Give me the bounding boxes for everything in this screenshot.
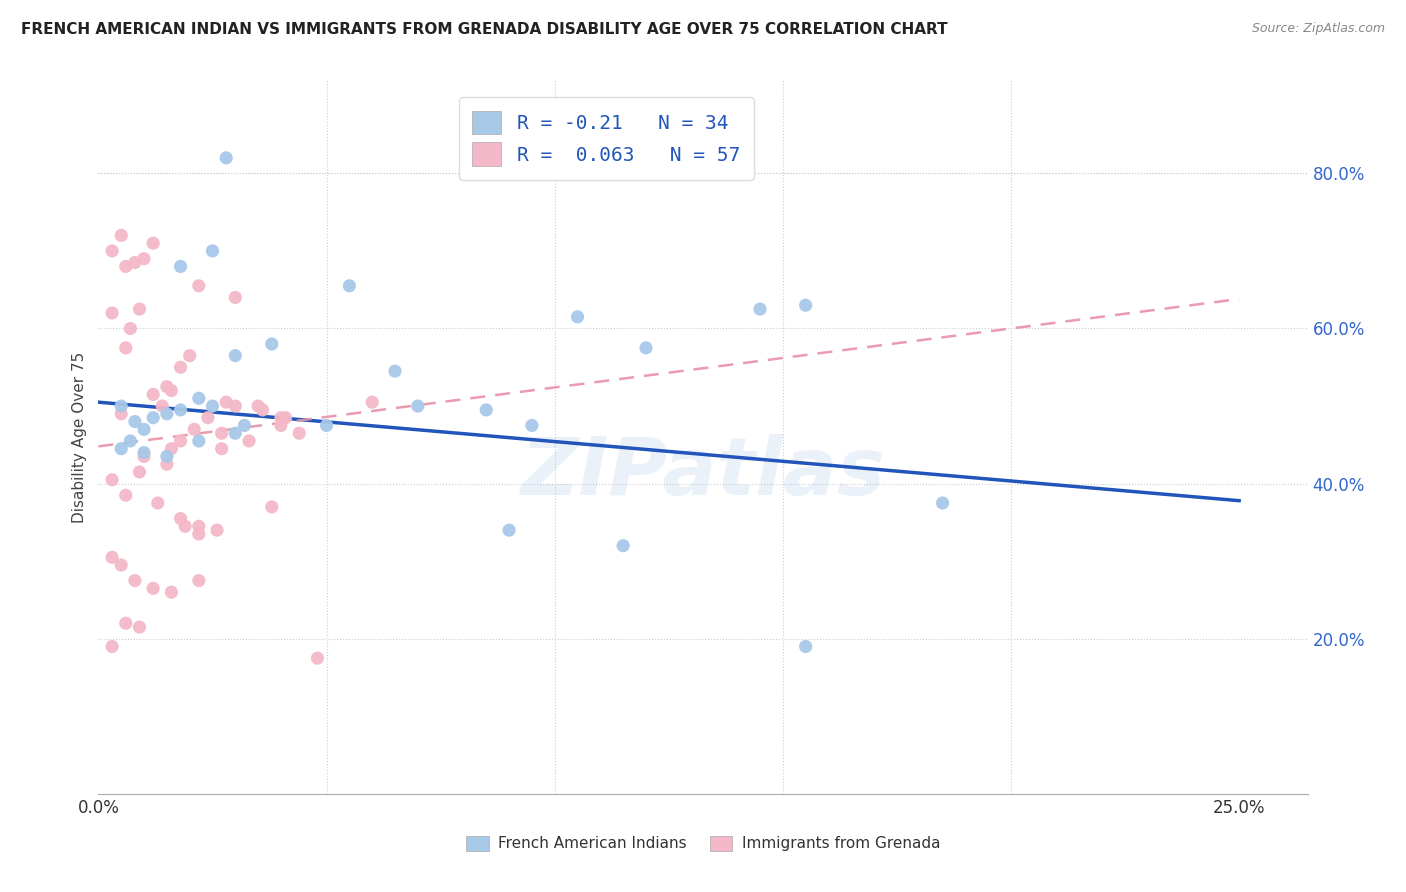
Point bbox=[247, 399, 270, 413]
Point bbox=[101, 473, 124, 487]
Point bbox=[169, 434, 191, 448]
Point bbox=[288, 426, 311, 441]
Point bbox=[260, 337, 283, 351]
Point bbox=[794, 298, 817, 312]
Point bbox=[128, 620, 150, 634]
Point bbox=[634, 341, 657, 355]
Point bbox=[794, 640, 817, 654]
Legend: R = -0.21   N = 34, R =  0.063   N = 57: R = -0.21 N = 34, R = 0.063 N = 57 bbox=[458, 97, 754, 179]
Point bbox=[169, 260, 191, 274]
Point bbox=[197, 410, 219, 425]
Point bbox=[156, 407, 179, 421]
Point bbox=[142, 387, 165, 401]
Point bbox=[215, 395, 238, 409]
Point bbox=[187, 527, 209, 541]
Point bbox=[270, 418, 292, 433]
Point bbox=[187, 574, 209, 588]
Point bbox=[120, 321, 142, 335]
Point bbox=[224, 399, 246, 413]
Point bbox=[132, 422, 155, 436]
Point bbox=[146, 496, 169, 510]
Point bbox=[498, 523, 520, 537]
Point bbox=[749, 302, 772, 317]
Point bbox=[169, 511, 191, 525]
Point bbox=[142, 236, 165, 251]
Point bbox=[224, 426, 246, 441]
Point bbox=[169, 360, 191, 375]
Point bbox=[142, 410, 165, 425]
Point bbox=[475, 403, 498, 417]
Point bbox=[179, 349, 201, 363]
Point bbox=[384, 364, 406, 378]
Point bbox=[567, 310, 589, 324]
Text: FRENCH AMERICAN INDIAN VS IMMIGRANTS FROM GRENADA DISABILITY AGE OVER 75 CORRELA: FRENCH AMERICAN INDIAN VS IMMIGRANTS FRO… bbox=[21, 22, 948, 37]
Point bbox=[169, 403, 191, 417]
Point bbox=[160, 442, 183, 456]
Point bbox=[187, 434, 209, 448]
Point bbox=[187, 392, 209, 406]
Point bbox=[337, 278, 360, 293]
Point bbox=[156, 457, 179, 471]
Point bbox=[211, 442, 233, 456]
Point bbox=[224, 290, 246, 304]
Point bbox=[114, 260, 136, 274]
Point bbox=[110, 558, 132, 572]
Point bbox=[114, 488, 136, 502]
Point bbox=[187, 519, 209, 533]
Point bbox=[101, 550, 124, 565]
Point bbox=[124, 255, 146, 269]
Point bbox=[124, 415, 146, 429]
Point bbox=[160, 384, 183, 398]
Point bbox=[215, 151, 238, 165]
Point bbox=[201, 244, 224, 258]
Point bbox=[110, 228, 132, 243]
Point bbox=[315, 418, 337, 433]
Point bbox=[406, 399, 429, 413]
Point bbox=[233, 418, 256, 433]
Point bbox=[128, 302, 150, 317]
Point bbox=[110, 399, 132, 413]
Point bbox=[520, 418, 543, 433]
Point bbox=[101, 306, 124, 320]
Point bbox=[187, 278, 209, 293]
Point bbox=[205, 523, 228, 537]
Point bbox=[252, 403, 274, 417]
Point bbox=[132, 450, 155, 464]
Point bbox=[110, 407, 132, 421]
Point bbox=[201, 399, 224, 413]
Point bbox=[160, 585, 183, 599]
Point bbox=[132, 445, 155, 459]
Point bbox=[132, 252, 155, 266]
Point bbox=[174, 519, 197, 533]
Point bbox=[211, 426, 233, 441]
Text: ZIPatlas: ZIPatlas bbox=[520, 434, 886, 512]
Point bbox=[101, 244, 124, 258]
Point bbox=[612, 539, 634, 553]
Point bbox=[114, 341, 136, 355]
Point bbox=[101, 640, 124, 654]
Point bbox=[260, 500, 283, 514]
Point bbox=[156, 379, 179, 393]
Point bbox=[274, 410, 297, 425]
Point bbox=[224, 349, 246, 363]
Point bbox=[120, 434, 142, 448]
Point bbox=[361, 395, 384, 409]
Point bbox=[124, 574, 146, 588]
Text: Source: ZipAtlas.com: Source: ZipAtlas.com bbox=[1251, 22, 1385, 36]
Point bbox=[110, 442, 132, 456]
Y-axis label: Disability Age Over 75: Disability Age Over 75 bbox=[72, 351, 87, 523]
Point bbox=[307, 651, 329, 665]
Point bbox=[156, 450, 179, 464]
Point bbox=[270, 410, 292, 425]
Point bbox=[183, 422, 205, 436]
Point bbox=[142, 582, 165, 596]
Point bbox=[150, 399, 173, 413]
Point bbox=[114, 616, 136, 631]
Point bbox=[128, 465, 150, 479]
Point bbox=[931, 496, 953, 510]
Point bbox=[238, 434, 260, 448]
